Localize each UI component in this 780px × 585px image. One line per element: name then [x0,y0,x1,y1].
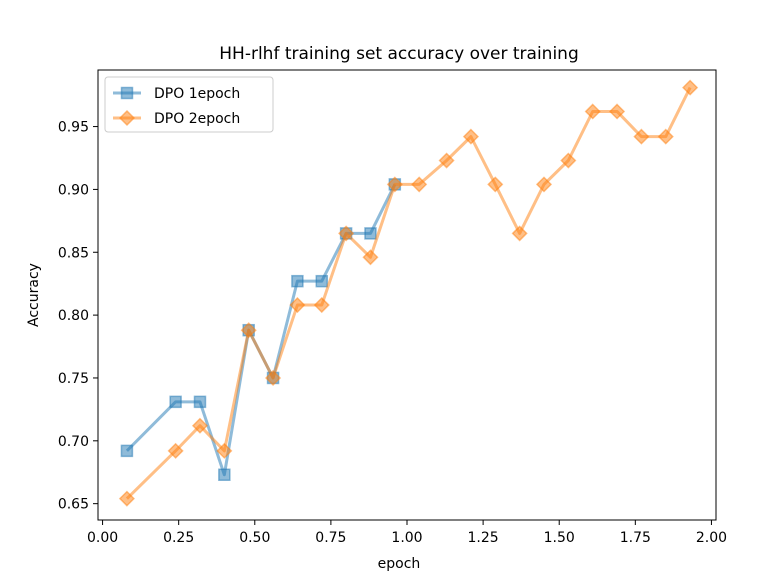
data-point-dpo-2epoch [657,128,674,145]
data-point-dpo-2epoch [411,176,428,193]
x-tick-label: 2.00 [696,530,727,546]
series-layer [118,79,699,507]
data-point-dpo-2epoch [560,152,577,169]
legend: DPO 1epoch DPO 2epoch [104,76,274,133]
data-point-dpo-1epoch [315,274,329,288]
x-tick-label: 1.50 [544,530,575,546]
data-point-dpo-2epoch [584,103,601,120]
y-tick-label: 0.90 [58,182,89,198]
data-point-dpo-2epoch [535,176,553,193]
data-point-dpo-1epoch [120,444,134,458]
axes-layer: 0.00 0.25 0.50 0.75 1.00 1.25 1.50 1.75 2.00 0.65… [58,69,727,546]
x-tick-label: 0.25 [163,530,194,546]
y-tick-label: 0.65 [58,497,89,513]
legend-label-dpo-1epoch: DPO 1epoch [154,86,240,102]
y-tick-label: 0.85 [58,245,89,261]
x-tick-label: 1.75 [620,530,651,546]
data-point-dpo-2epoch [338,225,355,242]
data-point-dpo-2epoch [682,79,699,96]
x-tick-label: 1.25 [468,530,499,546]
data-point-dpo-2epoch [289,296,306,314]
y-tick-label: 0.95 [58,120,89,136]
y-tick-label: 0.80 [58,308,89,324]
data-point-dpo-2epoch [462,128,479,145]
data-point-dpo-2epoch [191,417,209,434]
data-point-dpo-2epoch [240,322,257,339]
legend-marker-dpo-2epoch [118,109,136,127]
data-point-dpo-2epoch [362,249,379,266]
data-point-dpo-2epoch [438,152,455,169]
x-axis-label: epoch [378,556,421,572]
data-point-dpo-1epoch [193,395,207,409]
x-tick-label: 0.50 [239,530,270,546]
data-point-dpo-2epoch [386,176,403,193]
legend-label-dpo-2epoch: DPO 2epoch [154,111,240,127]
data-point-dpo-2epoch [216,442,233,459]
x-tick-label: 1.00 [391,530,422,546]
data-point-dpo-1epoch [291,274,304,288]
data-point-dpo-2epoch [264,369,282,387]
data-point-dpo-2epoch [608,103,626,120]
data-point-dpo-2epoch [167,442,184,459]
data-point-dpo-2epoch [118,490,135,507]
data-point-dpo-2epoch [313,296,330,314]
legend-box [104,76,274,133]
data-point-dpo-1epoch [169,395,182,409]
data-point-dpo-2epoch [633,128,650,145]
chart-title: HH-rlhf training set accuracy over train… [219,44,579,64]
data-point-dpo-1epoch [218,468,231,481]
x-tick-label: 0.75 [315,530,346,546]
y-tick-label: 0.75 [58,371,89,387]
data-point-dpo-1epoch [364,227,377,240]
data-point-dpo-2epoch [511,225,528,242]
y-tick-label: 0.70 [58,434,89,450]
data-point-dpo-2epoch [487,176,504,193]
y-axis-label: Accuracy [26,263,42,327]
x-tick-label: 0.00 [87,530,118,546]
legend-marker-dpo-1epoch [120,86,134,100]
